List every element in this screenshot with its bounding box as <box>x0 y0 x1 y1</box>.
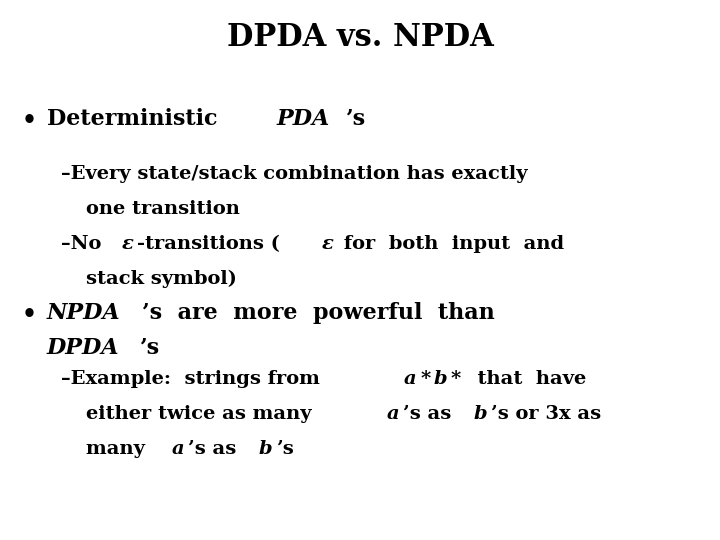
Text: ’s as: ’s as <box>187 440 243 458</box>
Text: b: b <box>474 405 487 423</box>
Text: either twice as many: either twice as many <box>86 405 319 423</box>
Text: *: * <box>420 370 431 388</box>
Text: b: b <box>258 440 272 458</box>
Text: ’s or 3x as: ’s or 3x as <box>491 405 601 423</box>
Text: ’s  are  more  powerful  than: ’s are more powerful than <box>142 302 495 325</box>
Text: ’s: ’s <box>346 108 366 130</box>
Text: stack symbol): stack symbol) <box>86 270 238 288</box>
Text: that  have: that have <box>464 370 587 388</box>
Text: •: • <box>22 302 37 326</box>
Text: a: a <box>171 440 184 458</box>
Text: –Example:  strings from: –Example: strings from <box>61 370 327 388</box>
Text: many: many <box>86 440 152 458</box>
Text: for  both  input  and: for both input and <box>337 235 564 253</box>
Text: b: b <box>433 370 447 388</box>
Text: –Every state/stack combination has exactly: –Every state/stack combination has exact… <box>61 165 528 183</box>
Text: –No: –No <box>61 235 108 253</box>
Text: *: * <box>451 370 462 388</box>
Text: -transitions (: -transitions ( <box>138 235 280 253</box>
Text: •: • <box>22 108 37 132</box>
Text: Deterministic: Deterministic <box>47 108 225 130</box>
Text: ε: ε <box>322 235 333 253</box>
Text: a: a <box>386 405 399 423</box>
Text: a: a <box>404 370 417 388</box>
Text: ε: ε <box>122 235 134 253</box>
Text: DPDA vs. NPDA: DPDA vs. NPDA <box>227 22 493 52</box>
Text: NPDA: NPDA <box>47 302 120 325</box>
Text: DPDA: DPDA <box>47 338 120 360</box>
Text: ’s: ’s <box>276 440 294 458</box>
Text: ’s: ’s <box>140 338 161 360</box>
Text: PDA: PDA <box>276 108 330 130</box>
Text: ’s as: ’s as <box>402 405 457 423</box>
Text: one transition: one transition <box>86 200 240 218</box>
